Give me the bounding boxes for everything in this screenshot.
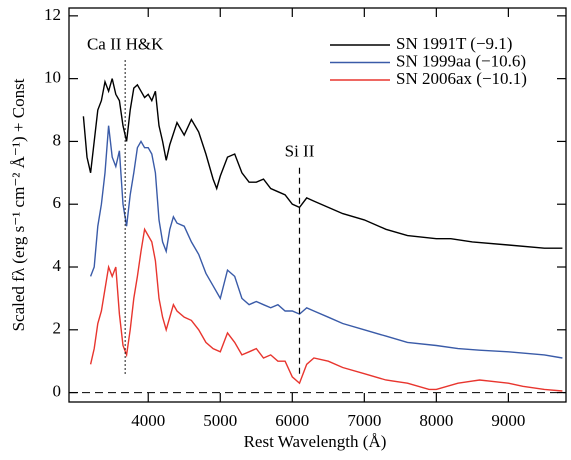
x-tick-label: 9000 [491, 411, 525, 430]
x-tick-label: 4000 [131, 411, 165, 430]
legend-label: SN 1999aa (−10.6) [396, 51, 526, 70]
y-tick-label: 2 [53, 319, 62, 338]
spectrum-line [82, 78, 563, 249]
y-tick-label: 6 [53, 193, 62, 212]
y-tick-label: 8 [53, 130, 62, 149]
y-axis-label: Scaled fλ (erg s⁻¹ cm⁻² Å⁻¹) + Const [9, 78, 28, 331]
x-tick-label: 6000 [275, 411, 309, 430]
x-tick-label: 5000 [203, 411, 237, 430]
legend-label: SN 1991T (−9.1) [396, 34, 512, 53]
y-tick-label: 10 [44, 68, 61, 87]
y-tick-label: 12 [44, 5, 61, 24]
feature-label: Ca II H&K [87, 35, 164, 54]
spectrum-line [89, 227, 563, 392]
y-tick-label: 0 [53, 381, 62, 400]
x-axis-label: Rest Wavelength (Å) [244, 432, 387, 451]
legend-label: SN 2006ax (−10.1) [396, 69, 527, 88]
x-tick-label: 7000 [347, 411, 381, 430]
plot-frame [68, 7, 567, 403]
feature-label: Si II [285, 141, 315, 160]
spectrum-line [89, 125, 563, 359]
y-tick-label: 4 [53, 256, 62, 275]
x-tick-label: 8000 [419, 411, 453, 430]
